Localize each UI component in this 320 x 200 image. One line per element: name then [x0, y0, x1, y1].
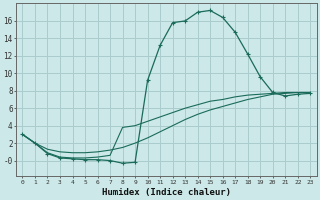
X-axis label: Humidex (Indice chaleur): Humidex (Indice chaleur)	[102, 188, 231, 197]
